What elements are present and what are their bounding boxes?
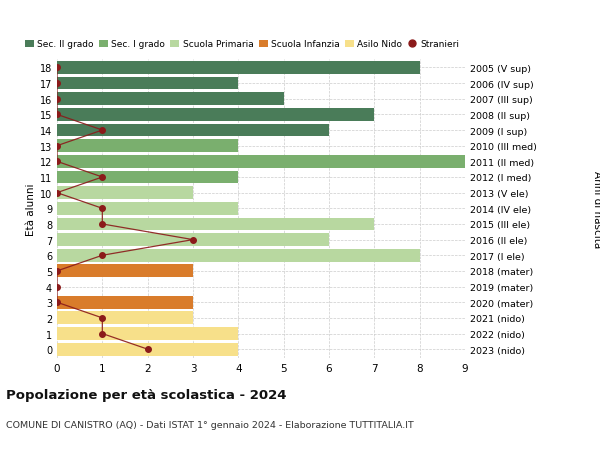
Point	[52, 190, 62, 197]
Point	[98, 221, 107, 228]
Bar	[57, 265, 193, 278]
Bar	[57, 312, 193, 325]
Point	[188, 236, 198, 244]
Point	[52, 268, 62, 275]
Point	[98, 252, 107, 259]
Point	[98, 127, 107, 134]
Bar	[57, 343, 238, 356]
Point	[52, 96, 62, 103]
Bar	[57, 327, 238, 340]
Point	[143, 346, 152, 353]
Text: Popolazione per età scolastica - 2024: Popolazione per età scolastica - 2024	[6, 388, 287, 401]
Bar	[57, 171, 238, 184]
Point	[52, 80, 62, 88]
Bar	[57, 124, 329, 137]
Point	[98, 205, 107, 213]
Bar	[57, 78, 238, 90]
Bar	[57, 109, 374, 122]
Bar	[57, 156, 465, 168]
Text: COMUNE DI CANISTRO (AQ) - Dati ISTAT 1° gennaio 2024 - Elaborazione TUTTITALIA.I: COMUNE DI CANISTRO (AQ) - Dati ISTAT 1° …	[6, 420, 414, 429]
Bar	[57, 93, 284, 106]
Point	[52, 112, 62, 119]
Point	[98, 314, 107, 322]
Bar	[57, 218, 374, 231]
Text: Anni di nascita: Anni di nascita	[592, 170, 600, 247]
Bar	[57, 234, 329, 246]
Bar	[57, 202, 238, 215]
Bar	[57, 296, 193, 309]
Legend: Sec. II grado, Sec. I grado, Scuola Primaria, Scuola Infanzia, Asilo Nido, Stran: Sec. II grado, Sec. I grado, Scuola Prim…	[25, 40, 459, 49]
Point	[52, 299, 62, 306]
Point	[52, 283, 62, 291]
Bar	[57, 140, 238, 153]
Bar	[57, 62, 419, 75]
Point	[52, 65, 62, 72]
Bar	[57, 249, 419, 262]
Point	[98, 330, 107, 337]
Bar	[57, 187, 193, 200]
Y-axis label: Età alunni: Età alunni	[26, 183, 35, 235]
Point	[98, 174, 107, 181]
Point	[52, 143, 62, 150]
Point	[52, 158, 62, 166]
